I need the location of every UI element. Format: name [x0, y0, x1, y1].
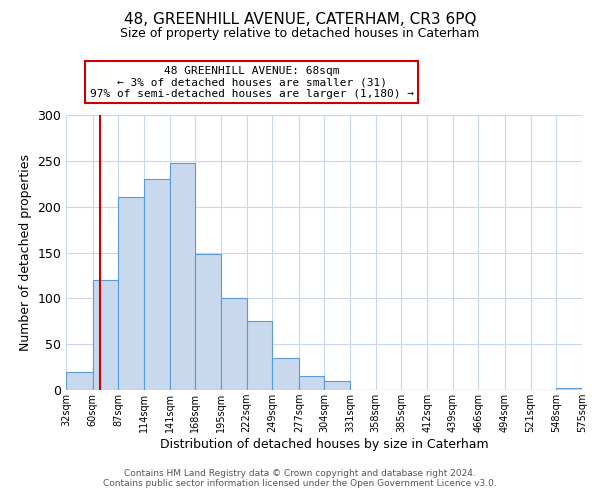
Text: Size of property relative to detached houses in Caterham: Size of property relative to detached ho… — [121, 28, 479, 40]
Text: 48 GREENHILL AVENUE: 68sqm
← 3% of detached houses are smaller (31)
97% of semi-: 48 GREENHILL AVENUE: 68sqm ← 3% of detac… — [90, 66, 414, 98]
Bar — [325, 381, 350, 390]
Bar — [92, 280, 118, 390]
Y-axis label: Number of detached properties: Number of detached properties — [19, 154, 32, 351]
Bar — [272, 358, 299, 390]
Bar — [299, 376, 325, 390]
Text: Contains HM Land Registry data © Crown copyright and database right 2024.: Contains HM Land Registry data © Crown c… — [124, 468, 476, 477]
Bar — [195, 254, 221, 390]
Bar — [221, 298, 247, 390]
Bar — [118, 198, 144, 390]
Bar — [66, 372, 92, 390]
Bar — [556, 388, 582, 390]
Bar — [247, 322, 272, 390]
Text: 48, GREENHILL AVENUE, CATERHAM, CR3 6PQ: 48, GREENHILL AVENUE, CATERHAM, CR3 6PQ — [124, 12, 476, 28]
Text: Contains public sector information licensed under the Open Government Licence v3: Contains public sector information licen… — [103, 478, 497, 488]
Bar — [144, 179, 170, 390]
Bar — [170, 162, 195, 390]
X-axis label: Distribution of detached houses by size in Caterham: Distribution of detached houses by size … — [160, 438, 488, 451]
